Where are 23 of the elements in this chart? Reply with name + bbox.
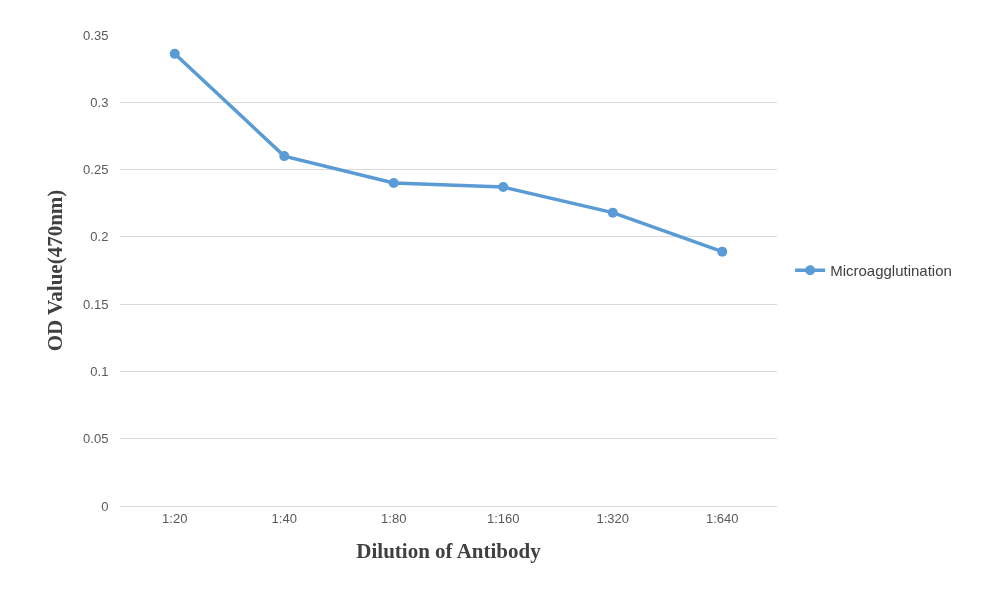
- x-tick-label: 1:640: [705, 510, 739, 526]
- point: [498, 182, 509, 193]
- y-tick-label: 0.1: [90, 363, 109, 379]
- x-tick-label: 1:160: [486, 510, 520, 526]
- x-tick-label: 1:320: [596, 510, 630, 526]
- x-tick-label: 1:40: [271, 510, 297, 526]
- point: [607, 207, 618, 218]
- x-tick-label: 1:80: [381, 510, 407, 526]
- y-axis-title: OD Value(470nm): [43, 189, 68, 352]
- x-tick-label: 1:20: [162, 510, 188, 526]
- y-tick-label: 0.05: [83, 431, 109, 447]
- y-tick-label: 0.35: [83, 27, 109, 43]
- y-tick-label: 0.2: [90, 229, 109, 245]
- y-tick-label: 0.3: [90, 94, 109, 110]
- point: [717, 246, 728, 257]
- y-tick-label: 0: [101, 498, 109, 514]
- y-tick-label: 0.15: [83, 296, 109, 312]
- point: [279, 151, 290, 162]
- x-axis-title: Dilution of Antibody: [356, 538, 542, 563]
- y-tick-label: 0.25: [83, 162, 109, 178]
- legend-label: Microagglutination: [830, 262, 952, 280]
- point: [388, 178, 399, 189]
- point: [169, 48, 180, 59]
